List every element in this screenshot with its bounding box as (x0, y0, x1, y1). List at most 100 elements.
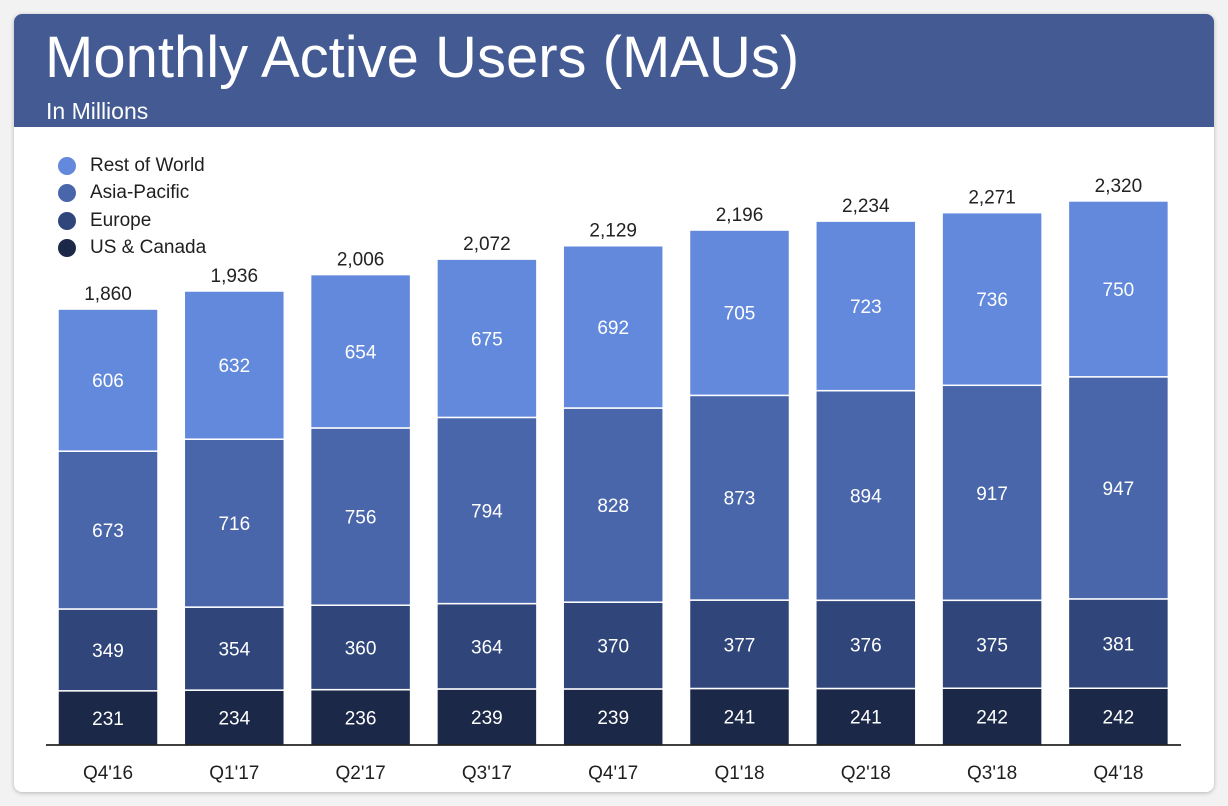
chart-legend: Rest of World Asia-Pacific Europe US & C… (58, 152, 206, 262)
data-label-europe: 376 (850, 635, 882, 656)
bar-segment-rest-of-world (688, 229, 791, 397)
bar-segment-asia-pacific (815, 389, 917, 602)
data-label-rest-of-world: 750 (1103, 280, 1135, 301)
data-label-us-and-canada: 242 (976, 708, 1008, 729)
bar-segment-rest-of-world (309, 273, 412, 429)
bar-segment-rest-of-world (183, 290, 286, 440)
legend-item-us-canada: US & Canada (58, 235, 206, 263)
data-label-asia-pacific: 873 (724, 489, 756, 510)
data-label-rest-of-world: 692 (597, 318, 629, 339)
data-label-asia-pacific: 794 (471, 502, 503, 523)
bar-segment-us-and-canada (1067, 687, 1170, 746)
bar-segment-asia-pacific (562, 407, 664, 603)
data-label-europe: 381 (1103, 635, 1135, 656)
legend-swatch-us-canada (58, 239, 76, 258)
legend-item-rest-of-world: Rest of World (58, 152, 206, 180)
stacked-bar-chart: 231 349 673 606 1,860 Q4'16 234 354 716 632 1,936 Q… (46, 176, 1181, 784)
bar-segment-asia-pacific (688, 394, 791, 601)
bar-segment-asia-pacific (436, 416, 538, 605)
bar-segment-rest-of-world (57, 308, 159, 452)
page-title: Monthly Active Users (MAUs) (45, 25, 800, 90)
data-label-asia-pacific: 917 (976, 484, 1008, 505)
data-label-rest-of-world: 736 (976, 290, 1008, 311)
bar-segment-us-and-canada (309, 688, 412, 746)
data-label-asia-pacific: 673 (92, 521, 124, 542)
total-label: 2,196 (716, 205, 764, 226)
data-label-europe: 364 (471, 637, 503, 658)
x-tick-label: Q4'16 (83, 763, 133, 784)
legend-swatch-rest-of-world (58, 156, 76, 175)
legend-label-us-canada: US & Canada (90, 237, 207, 259)
bar-segment-europe (1067, 598, 1170, 690)
total-label: 2,006 (337, 250, 385, 271)
bar-segment-europe (309, 604, 412, 691)
data-label-us-and-canada: 239 (471, 708, 503, 729)
data-label-europe: 370 (597, 637, 629, 658)
x-tick-label: Q2'18 (841, 763, 891, 784)
bar-segment-rest-of-world (815, 220, 917, 392)
x-tick-label: Q4'18 (1093, 763, 1143, 784)
data-label-rest-of-world: 675 (471, 329, 503, 350)
data-label-europe: 375 (976, 635, 1008, 656)
data-label-us-and-canada: 239 (597, 708, 629, 729)
bar-segment-europe (183, 606, 286, 691)
x-tick-label: Q3'18 (967, 763, 1017, 784)
data-label-rest-of-world: 632 (218, 356, 250, 377)
bar-segment-us-and-canada (688, 687, 791, 746)
total-label: 1,860 (84, 284, 132, 305)
total-label: 2,271 (968, 188, 1016, 209)
bar-segment-asia-pacific (57, 450, 159, 610)
data-label-rest-of-world: 705 (724, 304, 756, 325)
data-label-us-and-canada: 236 (345, 708, 377, 729)
legend-label-europe: Europe (90, 209, 152, 231)
data-label-us-and-canada: 241 (850, 708, 882, 729)
x-tick-label: Q2'17 (336, 763, 386, 784)
data-label-europe: 360 (345, 638, 377, 659)
legend-label-rest-of-world: Rest of World (90, 154, 205, 176)
bar-segment-europe (57, 608, 159, 692)
total-label: 2,234 (842, 196, 890, 217)
chart-card: Monthly Active Users (MAUs) In Millions … (14, 14, 1214, 792)
bar-segment-asia-pacific (1067, 376, 1170, 600)
legend-item-asia-pacific: Asia-Pacific (58, 180, 206, 208)
legend-swatch-europe (58, 211, 76, 230)
bar-segment-rest-of-world (941, 211, 1043, 387)
legend-label-asia-pacific: Asia-Pacific (90, 182, 190, 204)
legend-item-europe: Europe (58, 207, 206, 235)
data-label-asia-pacific: 947 (1103, 479, 1135, 500)
bar-segment-europe (815, 599, 917, 690)
bar-segment-us-and-canada (562, 688, 664, 746)
page-subtitle: In Millions (46, 98, 149, 124)
bar-segment-us-and-canada (941, 687, 1043, 746)
total-label: 1,936 (211, 266, 259, 287)
data-label-asia-pacific: 716 (218, 514, 250, 535)
total-label: 2,320 (1095, 176, 1143, 197)
bar-segment-rest-of-world (1067, 200, 1170, 378)
legend-swatch-asia-pacific (58, 184, 76, 203)
total-label: 2,129 (589, 221, 637, 242)
header-banner: Monthly Active Users (MAUs) In Millions (14, 14, 1214, 127)
data-label-asia-pacific: 756 (345, 508, 377, 529)
data-label-asia-pacific: 828 (597, 496, 629, 517)
bar-segment-europe (562, 601, 664, 690)
data-label-us-and-canada: 234 (218, 709, 250, 730)
data-label-us-and-canada: 231 (92, 709, 124, 730)
bar-segment-us-and-canada (57, 690, 159, 746)
data-label-rest-of-world: 606 (92, 371, 124, 392)
data-label-europe: 377 (724, 635, 756, 656)
bar-segment-rest-of-world (436, 258, 538, 419)
bar-segment-europe (688, 599, 791, 690)
x-tick-label: Q1'17 (209, 763, 259, 784)
bar-segment-rest-of-world (562, 244, 664, 409)
data-label-europe: 349 (92, 641, 124, 662)
data-label-us-and-canada: 241 (724, 708, 756, 729)
bar-segment-europe (436, 602, 538, 690)
data-label-us-and-canada: 242 (1103, 708, 1135, 729)
bar-segment-us-and-canada (815, 687, 917, 746)
data-label-asia-pacific: 894 (850, 486, 882, 507)
data-label-rest-of-world: 723 (850, 297, 882, 318)
total-label: 2,072 (463, 234, 511, 255)
data-label-rest-of-world: 654 (345, 342, 377, 363)
bar-segment-asia-pacific (941, 384, 1043, 602)
x-tick-label: Q3'17 (462, 763, 512, 784)
